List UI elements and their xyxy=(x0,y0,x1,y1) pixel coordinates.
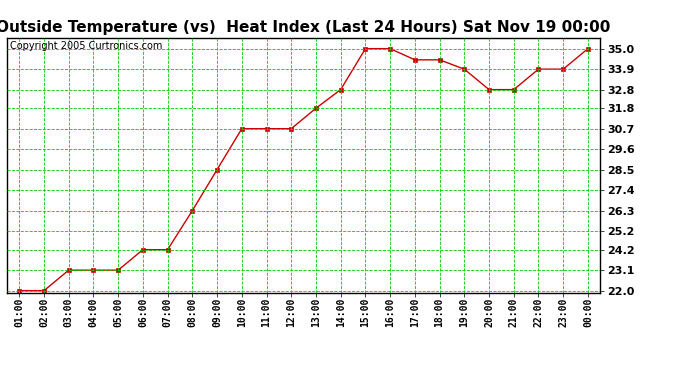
Text: Copyright 2005 Curtronics.com: Copyright 2005 Curtronics.com xyxy=(10,41,162,51)
Title: Outside Temperature (vs)  Heat Index (Last 24 Hours) Sat Nov 19 00:00: Outside Temperature (vs) Heat Index (Las… xyxy=(0,20,611,35)
